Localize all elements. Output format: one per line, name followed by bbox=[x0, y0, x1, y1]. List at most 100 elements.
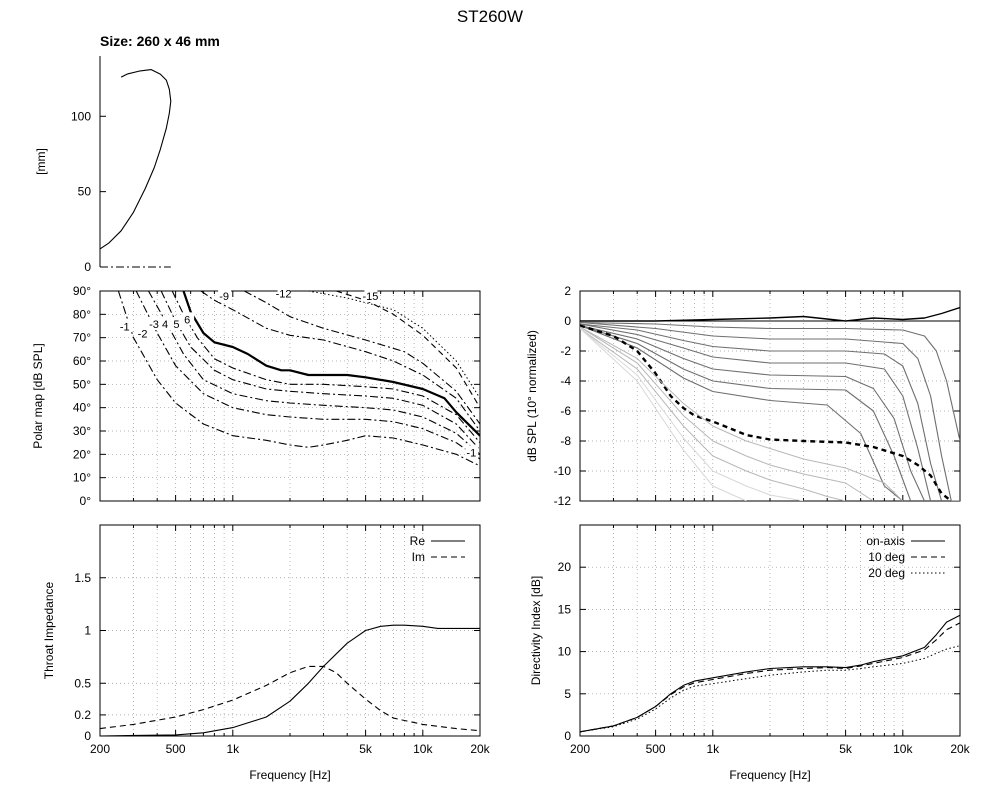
contour-label: -1 bbox=[120, 321, 130, 333]
x-tick-label: 1k bbox=[226, 742, 240, 756]
series-line-60 bbox=[580, 324, 925, 501]
profile-subtitle: Size: 260 x 46 mm bbox=[100, 33, 220, 49]
y-axis-label: Throat Impedance bbox=[42, 581, 56, 679]
legend-label: Re bbox=[410, 534, 426, 548]
series-line-110 bbox=[580, 326, 874, 501]
series-line-Im bbox=[100, 665, 480, 732]
series-line bbox=[160, 291, 480, 451]
profile-curve-solid bbox=[99, 69, 172, 250]
series-line-120 bbox=[580, 328, 846, 501]
series-line bbox=[308, 291, 480, 399]
y-tick-label: 70° bbox=[73, 331, 91, 345]
y-tick-label: 5 bbox=[564, 687, 571, 701]
contour-label-bg bbox=[118, 319, 132, 333]
y-tick-label: -6 bbox=[560, 404, 571, 418]
series-group bbox=[100, 624, 480, 736]
y-tick-label: 0.2 bbox=[74, 708, 91, 722]
series-line-100 bbox=[580, 326, 904, 501]
y-tick-label: 80° bbox=[73, 307, 91, 321]
contour-label: 6 bbox=[184, 314, 190, 326]
y-tick-label: 20° bbox=[73, 447, 91, 461]
x-tick-label: 20k bbox=[950, 742, 970, 756]
y-tick-label: 15 bbox=[558, 602, 572, 616]
y-tick-label: 40° bbox=[73, 401, 91, 415]
contour-label-bg bbox=[218, 289, 232, 302]
contour-label: -3 bbox=[149, 319, 159, 331]
x-tick-label: 10k bbox=[413, 742, 433, 756]
series-group bbox=[117, 291, 480, 467]
y-tick-label: 2 bbox=[564, 284, 571, 298]
series-line-20-deg bbox=[580, 645, 960, 733]
directivity-index-plot: 0 5 10 15 20 200 500 1k 5k 10k 20k Frequency [Hz] Di… bbox=[529, 524, 971, 782]
contour-label: -12 bbox=[276, 289, 292, 301]
x-tick-label: 5k bbox=[359, 742, 373, 756]
y-tick-label: -8 bbox=[560, 434, 571, 448]
y-tick-label: 10 bbox=[558, 645, 572, 659]
y-tick-label: 0 bbox=[84, 729, 91, 743]
y-tick-label: -4 bbox=[560, 374, 571, 388]
contour-label-bg bbox=[170, 317, 184, 330]
x-tick-label: 1k bbox=[706, 742, 720, 756]
contour-label-bg bbox=[277, 286, 291, 300]
contour-label-bg bbox=[181, 312, 195, 326]
y-tick-label: 0 bbox=[564, 729, 571, 743]
series-line-70 bbox=[580, 324, 912, 501]
series-line bbox=[182, 291, 480, 437]
contour-label-bg bbox=[465, 445, 479, 459]
legend-label: 10 deg bbox=[868, 550, 905, 564]
contour-label: -9 bbox=[219, 291, 229, 303]
y-tick-label: 90° bbox=[73, 284, 91, 298]
contour-label: -2 bbox=[138, 328, 148, 340]
series-line-10-deg bbox=[580, 622, 960, 733]
y-tick-label: -12 bbox=[554, 494, 572, 508]
series-line-130 bbox=[580, 328, 804, 501]
y-axis-label: dB SPL (10° normalized) bbox=[525, 330, 539, 462]
x-axis-label: Frequency [Hz] bbox=[249, 768, 330, 782]
contour-label: -1 bbox=[466, 447, 476, 459]
y-tick-label: 100 bbox=[71, 109, 91, 123]
x-tick-label: 500 bbox=[646, 742, 666, 756]
contour-label-bg bbox=[159, 317, 173, 330]
series-line bbox=[244, 291, 480, 425]
series-line-0 bbox=[580, 306, 960, 322]
y-tick-label: 0 bbox=[84, 260, 91, 274]
y-axis-label: Polar map [dB SPL] bbox=[31, 343, 45, 448]
contour-label-bg bbox=[364, 289, 378, 302]
y-tick-label: 10° bbox=[73, 471, 91, 485]
y-axis-label: Directivity Index [dB] bbox=[529, 576, 543, 685]
series-line bbox=[200, 291, 480, 432]
x-tick-label: 20k bbox=[470, 742, 490, 756]
y-tick-label: 20 bbox=[558, 560, 572, 574]
legend-label: Im bbox=[412, 550, 425, 564]
profile-plot: 0 50 100 Size: 260 x 46 mm [mm] bbox=[34, 33, 220, 274]
y-tick-label: 0 bbox=[564, 314, 571, 328]
x-tick-label: 200 bbox=[570, 742, 590, 756]
y-tick-label: -10 bbox=[554, 464, 572, 478]
figure-title: ST260W bbox=[457, 7, 523, 26]
contour-label: -15 bbox=[362, 291, 378, 303]
contour-label-bg bbox=[136, 326, 150, 340]
series-line-30 bbox=[580, 321, 960, 501]
legend-label: on-axis bbox=[866, 534, 905, 548]
x-tick-label: 10k bbox=[893, 742, 913, 756]
contour-label: 5 bbox=[173, 319, 179, 331]
x-tick-label: 200 bbox=[90, 742, 110, 756]
series-line-40 bbox=[580, 323, 943, 501]
y-tick-label: 0° bbox=[80, 494, 92, 508]
x-axis-label: Frequency [Hz] bbox=[729, 768, 810, 782]
series-line bbox=[148, 291, 480, 455]
series-group bbox=[580, 614, 960, 733]
y-tick-label: 50 bbox=[78, 185, 92, 199]
series-line-Re bbox=[100, 624, 480, 736]
y-tick-label: 0.5 bbox=[74, 676, 91, 690]
legend-label: 20 deg bbox=[868, 566, 905, 580]
y-tick-label: 50° bbox=[73, 377, 91, 391]
y-tick-label: 60° bbox=[73, 354, 91, 368]
polar-map-plot: 0° 10° 20° 30° 40° 50° 60° 70° 80° 90° Polar map [… bbox=[31, 284, 481, 508]
x-tick-label: 5k bbox=[839, 742, 853, 756]
series-line-20 bbox=[580, 321, 960, 442]
y-tick-label: -2 bbox=[560, 344, 571, 358]
y-tick-label: 1.5 bbox=[74, 571, 91, 585]
series-line-80 bbox=[580, 324, 904, 501]
